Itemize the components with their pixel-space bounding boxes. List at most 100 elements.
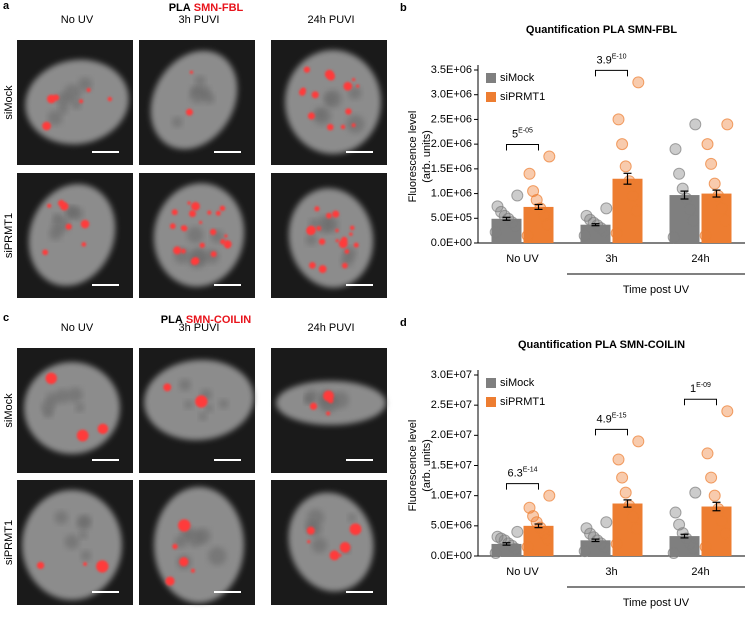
- data-point: [719, 214, 732, 227]
- micrograph: [17, 40, 133, 165]
- nucleolus: [45, 392, 59, 406]
- pla-spot: [207, 210, 212, 215]
- x-tick-label: No UV: [506, 566, 539, 578]
- bar: [701, 506, 732, 556]
- pla-spot: [326, 212, 332, 219]
- micrograph: [271, 348, 387, 473]
- bar: [612, 503, 643, 556]
- nucleolus: [71, 99, 82, 110]
- data-point: [715, 515, 728, 528]
- data-point: [699, 229, 712, 242]
- pla-spot: [42, 249, 49, 256]
- pla-spot: [329, 550, 340, 561]
- pla-spot: [219, 205, 226, 212]
- column-label: No UV: [61, 14, 94, 26]
- data-point: [537, 209, 550, 222]
- title-prefix: PLA: [161, 314, 183, 326]
- micrograph: [271, 40, 387, 165]
- data-point: [610, 227, 623, 240]
- panel-title: PLA SMN-FBL: [169, 2, 244, 14]
- p-value-base: 6.3: [507, 468, 522, 480]
- y-tick-label: 2.0E+07: [431, 429, 472, 441]
- pla-spot: [314, 206, 320, 212]
- pla-spot: [83, 562, 87, 566]
- column-label: 24h PUVI: [307, 322, 354, 334]
- nucleolus: [204, 404, 214, 413]
- data-point: [610, 537, 623, 550]
- data-point: [489, 226, 502, 239]
- x-tick-label: 3h: [605, 253, 617, 265]
- y-tick-label: 3.0E+06: [431, 89, 472, 101]
- pla-spot: [356, 84, 360, 88]
- nucleolus: [80, 550, 92, 561]
- pla-spot: [341, 236, 348, 243]
- data-point: [491, 530, 504, 543]
- column-label: No UV: [61, 322, 94, 334]
- nucleolus: [348, 86, 362, 100]
- y-tick-label: 1.0E+06: [431, 187, 472, 199]
- data-point: [630, 204, 643, 217]
- pla-spot: [352, 77, 356, 82]
- nucleolus: [204, 249, 220, 264]
- pla-spot: [338, 553, 342, 557]
- y-tick-label: 1.5E+07: [431, 459, 472, 471]
- nucleolus: [189, 86, 207, 104]
- nucleus: [28, 184, 116, 286]
- pla-spot: [349, 225, 355, 231]
- micrograph: [17, 173, 133, 298]
- nucleolus: [70, 207, 84, 220]
- nucleolus: [67, 387, 83, 403]
- y-tick-label: 1.5E+06: [431, 163, 472, 175]
- p-value-exponent: E-09: [696, 382, 711, 389]
- bar: [669, 195, 700, 243]
- legend-swatch: [486, 92, 496, 102]
- nucleolus: [184, 400, 193, 409]
- data-point: [619, 486, 632, 499]
- data-point: [705, 157, 718, 170]
- nucleolus: [186, 226, 204, 244]
- data-point: [705, 471, 718, 484]
- pla-spot: [76, 429, 89, 442]
- pla-spot: [311, 91, 319, 99]
- nucleolus: [305, 394, 315, 404]
- pla-spot: [171, 209, 178, 216]
- y-axis-label: Fluorescence level: [407, 111, 419, 203]
- data-point: [712, 502, 725, 515]
- nucleolus: [312, 106, 332, 126]
- y-tick-label: 1.0E+07: [431, 490, 472, 502]
- nucleolus: [64, 534, 80, 550]
- legend-swatch: [486, 378, 496, 388]
- data-point: [612, 113, 625, 126]
- p-value-base: 1: [690, 383, 696, 395]
- data-point: [673, 518, 686, 531]
- panel-title: PLA SMN-COILIN: [161, 314, 252, 326]
- data-point: [543, 150, 556, 163]
- data-point: [669, 143, 682, 156]
- pla-spot: [199, 220, 203, 225]
- nucleolus: [218, 398, 229, 409]
- p-value: 3.9E-10: [596, 53, 626, 66]
- micrograph: [139, 480, 255, 605]
- data-point: [712, 190, 725, 203]
- nucleolus: [43, 408, 53, 419]
- x-tick-label: 24h: [691, 253, 709, 265]
- nucleolus: [179, 378, 191, 391]
- pla-spot: [173, 246, 182, 255]
- nucleolus: [195, 528, 211, 544]
- pla-spot: [81, 242, 87, 247]
- nucleolus: [325, 93, 337, 105]
- pla-spot: [42, 121, 51, 131]
- data-point: [580, 209, 593, 222]
- pla-spot: [210, 251, 217, 258]
- y-tick-label: 2.0E+06: [431, 138, 472, 150]
- pla-spot: [327, 72, 335, 81]
- data-point: [616, 471, 629, 484]
- data-point: [689, 118, 702, 131]
- pla-spot: [349, 232, 353, 236]
- pla-spot: [298, 89, 306, 96]
- pla-spot: [307, 225, 316, 235]
- pla-spot: [190, 258, 198, 265]
- pla-spot: [163, 383, 172, 392]
- data-point: [626, 190, 639, 203]
